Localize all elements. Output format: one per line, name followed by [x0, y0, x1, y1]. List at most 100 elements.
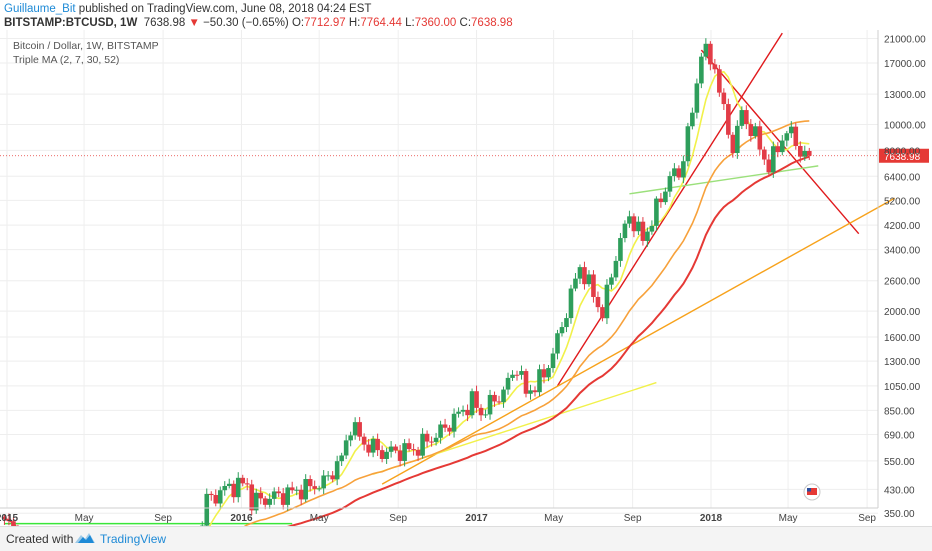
published-text: published on TradingView.com, June 08, 2… [79, 3, 372, 15]
candle-body [636, 222, 641, 232]
candle-body [443, 424, 448, 427]
candle-body [258, 493, 263, 499]
candle-body [740, 110, 745, 126]
candle-body [276, 491, 281, 493]
candle-body [713, 64, 718, 69]
candle-body [614, 261, 619, 278]
candle-body [699, 57, 704, 84]
candle-body [357, 422, 362, 437]
candle-body [317, 488, 322, 489]
candle-body [546, 368, 551, 377]
x-tick-label: Sep [858, 513, 876, 524]
candle-body [632, 216, 637, 231]
candle-body [416, 450, 421, 456]
candle-body [204, 494, 209, 526]
candle-body [564, 318, 569, 327]
candle-body [704, 44, 709, 57]
candle-body [303, 479, 308, 499]
author-link[interactable]: Guillaume_Bit [4, 3, 76, 15]
candle-body [222, 486, 227, 490]
y-tick-label: 1300.00 [884, 357, 921, 368]
candle-body [600, 307, 605, 318]
footer-bar: Created with TradingView [0, 526, 932, 551]
y-tick-label: 10000.00 [884, 121, 926, 132]
candle-body [281, 493, 286, 505]
low-label: L: [405, 17, 415, 29]
x-tick-label: 2016 [230, 513, 253, 524]
candle-body [659, 199, 664, 203]
candle-body [330, 475, 335, 479]
candle-body [672, 168, 677, 176]
high-label: H: [349, 17, 361, 29]
tradingview-brand-link[interactable]: TradingView [100, 532, 166, 546]
candle-body [272, 491, 277, 498]
x-tick-label: Sep [624, 513, 642, 524]
candle-body [681, 161, 686, 177]
candle-body [407, 443, 412, 449]
y-tick-label: 690.00 [884, 431, 915, 442]
candle-body [784, 133, 789, 140]
candle-body [362, 437, 367, 445]
candle-body [213, 495, 218, 503]
candle-body [321, 475, 326, 488]
candle-body [560, 327, 565, 333]
chart-legend-title: Bitcoin / Dollar, 1W, BITSTAMP [13, 40, 159, 52]
candle-body [474, 391, 479, 408]
candle-body [438, 424, 443, 437]
candle-body [789, 127, 794, 134]
candle-body [290, 487, 295, 490]
candle-body [528, 390, 533, 393]
candle-body [236, 478, 241, 497]
candle-body [717, 69, 722, 92]
candle-body [731, 135, 736, 153]
candle-body [753, 126, 758, 136]
y-tick-label: 1050.00 [884, 382, 921, 393]
candle-body [591, 274, 596, 297]
candle-body [582, 267, 587, 284]
price-chart[interactable]: 7638.98 285.00350.00430.00550.00690.0085… [0, 30, 932, 526]
x-tick-label: Sep [154, 513, 172, 524]
candle-body [663, 192, 668, 203]
candle-body [461, 410, 466, 412]
candle-body [609, 277, 614, 284]
x-tick-label: 2015 [0, 513, 19, 524]
chart-legend-indicator: Triple MA (2, 7, 30, 52) [13, 54, 119, 66]
candle-body [776, 146, 781, 152]
x-tick-label: 2018 [700, 513, 723, 524]
candle-body [312, 486, 317, 489]
candle-body [497, 401, 502, 402]
y-tick-label: 21000.00 [884, 35, 926, 46]
x-tick-label: May [779, 513, 798, 524]
symbol-label: BITSTAMP:BTCUSD, 1W [4, 17, 137, 29]
candle-body [393, 447, 398, 451]
candle-body [344, 440, 349, 455]
x-tick-label: 2017 [465, 513, 488, 524]
y-tick-label: 4200.00 [884, 221, 921, 232]
candle-body [551, 354, 556, 369]
last-price: 7638.98 [144, 17, 186, 29]
candle-body [690, 113, 695, 127]
candle-body [506, 378, 511, 390]
created-with-label: Created with [6, 532, 73, 546]
high-value: 7764.44 [360, 17, 402, 29]
y-tick-label: 550.00 [884, 457, 915, 468]
candle-body [793, 127, 798, 146]
candle-body [695, 83, 700, 112]
candle-body [650, 226, 655, 232]
candle-body [339, 455, 344, 461]
candle-body [483, 414, 488, 415]
candle-body [627, 216, 632, 223]
close-label: C: [460, 17, 472, 29]
candle-body [807, 151, 812, 156]
chart-header: Guillaume_Bit published on TradingView.c… [4, 2, 928, 30]
candle-body [645, 232, 650, 241]
candle-body [654, 199, 659, 226]
candle-body [231, 484, 236, 497]
flag-icon[interactable] [804, 484, 820, 500]
y-tick-label: 17000.00 [884, 59, 926, 70]
y-tick-label: 3400.00 [884, 246, 921, 257]
candle-body [524, 371, 529, 394]
x-tick-label: May [75, 513, 94, 524]
candle-body [492, 395, 497, 401]
candle-body [677, 168, 682, 177]
